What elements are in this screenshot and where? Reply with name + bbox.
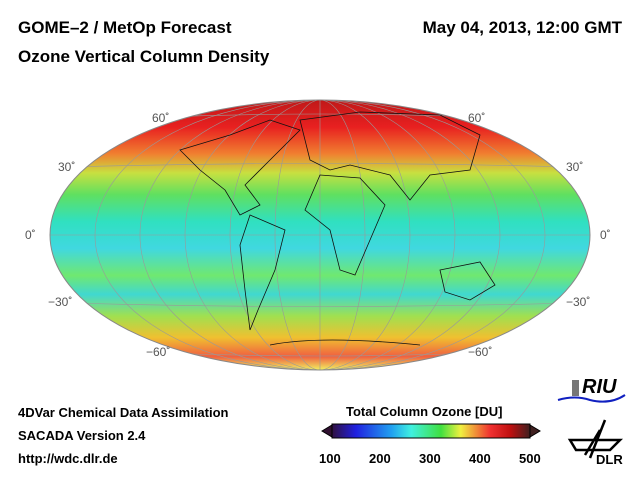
footer-line2: SACADA Version 2.4 — [18, 428, 146, 443]
coastlines — [179, 111, 496, 346]
lat-label-left: −60˚ — [146, 345, 171, 359]
colorbar-tick: 100 — [319, 451, 341, 466]
lat-label-left: −30˚ — [48, 295, 73, 309]
colorbar-tick: 500 — [519, 451, 541, 466]
lat-label-left: 60˚ — [152, 111, 170, 125]
footer-line1: 4DVar Chemical Data Assimilation — [18, 405, 229, 420]
dlr-link[interactable]: http://wdc.dlr.de — [18, 451, 118, 466]
colorbar-title: Total Column Ozone [DU] — [346, 404, 503, 419]
dlr-logo-icon — [567, 419, 624, 459]
riu-logo-text: RIU — [582, 376, 617, 398]
title: GOME–2 / MetOp Forecast — [18, 18, 232, 37]
lat-label-right: −30˚ — [566, 295, 591, 309]
colorbar — [321, 423, 541, 439]
subtitle: Ozone Vertical Column Density — [18, 47, 270, 66]
riu-logo-icon — [557, 380, 626, 403]
lat-label-right: 60˚ — [468, 111, 486, 125]
colorbar-tick: 200 — [369, 451, 391, 466]
lat-label-left: 0˚ — [25, 228, 36, 242]
datetime: May 04, 2013, 12:00 GMT — [422, 18, 622, 37]
colorbar-tick: 400 — [469, 451, 491, 466]
lat-label-right: −60˚ — [468, 345, 493, 359]
colorbar-tick: 300 — [419, 451, 441, 466]
dlr-logo-text: DLR — [596, 452, 623, 467]
lat-label-right: 0˚ — [600, 228, 611, 242]
lat-label-left: 30˚ — [58, 160, 76, 174]
lat-label-right: 30˚ — [566, 160, 584, 174]
graticule — [50, 100, 590, 370]
